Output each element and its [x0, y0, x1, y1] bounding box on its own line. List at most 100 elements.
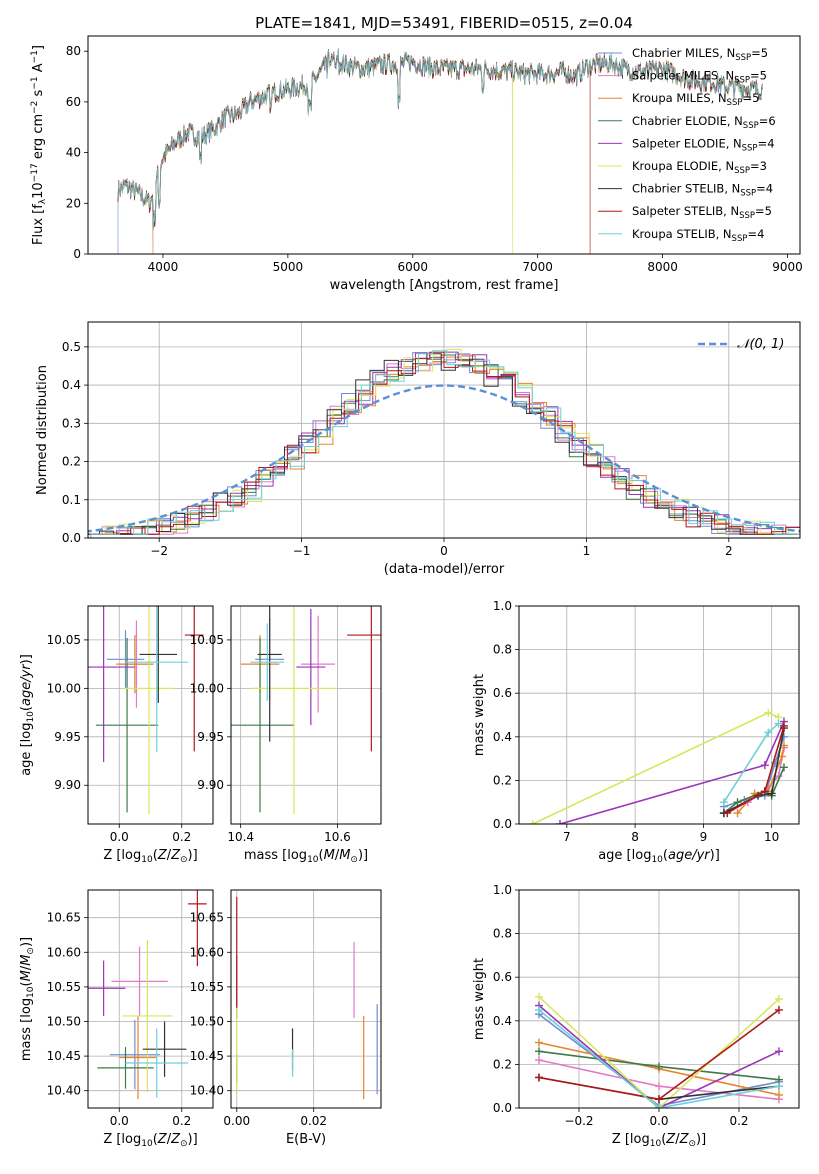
errorbar-kroupa-elodie — [122, 939, 173, 1093]
errorbar-salpeter-elodie — [88, 960, 126, 1016]
y-tick-label: 10.45 — [47, 1049, 81, 1063]
legend-entry: Salpeter MILES, NSSP=5 — [632, 69, 767, 86]
y-tick-label: 0.8 — [493, 643, 512, 657]
axes-frame — [87, 605, 214, 825]
legend-entry: Kroupa STELIB, NSSP=4 — [632, 227, 764, 244]
x-axis-label: age [log10(age/yr)] — [598, 848, 720, 865]
axes-frame — [518, 889, 800, 1109]
weight-marker — [767, 789, 776, 798]
weight-line-salpeter-miles — [535, 1056, 783, 1104]
weight-line-chabrier-stelib — [719, 724, 788, 818]
y-tick-label: 9.90 — [197, 778, 224, 792]
y-tick-label: 0.2 — [62, 455, 81, 469]
weight-marker — [764, 708, 773, 717]
mass-vs-metallicity-panel: 0.0 0.2 10.40 10.45 10.50 10.55 10.60 10.65 Z [l… — [19, 889, 214, 1149]
y-tick-label: 10.00 — [190, 681, 224, 695]
axes-frame — [87, 35, 801, 255]
errorbar-kroupa-stelib — [125, 606, 188, 753]
weight-line-salpeter-elodie — [555, 717, 788, 824]
y-tick-label: 10.50 — [190, 1014, 224, 1028]
y-tick-label: 0.4 — [62, 378, 81, 392]
weight-marker — [760, 787, 769, 796]
x-tick-label: 4000 — [148, 260, 179, 274]
weight-marker — [775, 995, 783, 1003]
plot-area — [236, 896, 378, 1100]
weight-marker — [655, 1104, 663, 1108]
legend-entry: Salpeter ELODIE, NSSP=4 — [632, 136, 775, 153]
age-vs-metallicity-panel: 0.0 0.2 9.90 9.95 10.00 10.05 Z [log10(Z/Z⊙)] a… — [19, 605, 214, 865]
x-tick-label: 1 — [583, 544, 591, 558]
y-tick-label: 10.65 — [190, 911, 224, 925]
errorbar-salpeter-miles — [301, 615, 336, 713]
plot-area — [535, 992, 783, 1108]
errorbar-chabrier-elodie — [231, 637, 294, 813]
errorbar-chabrier-stelib — [142, 1021, 187, 1077]
weight-marker — [719, 798, 728, 807]
y-tick-label: 10.05 — [190, 633, 224, 647]
x-tick-label: 8 — [631, 830, 639, 844]
plot-area — [528, 708, 788, 824]
figure-title: PLATE=1841, MJD=53491, FIBERID=0515, z=0… — [255, 14, 633, 32]
weight-marker — [775, 1047, 783, 1056]
axes-frame — [87, 889, 214, 1109]
x-tick-label: 10.6 — [324, 830, 351, 844]
x-tick-label: 7 — [563, 830, 571, 844]
residuals-panel: −2 −1 0 1 2 0.0 0.1 0.2 0.3 0.4 0.5 (data-model)/er… — [35, 321, 801, 577]
x-axis-label: wavelength [Angstrom, rest frame] — [330, 278, 559, 293]
weight-marker — [535, 992, 543, 1001]
y-tick-label: 0 — [73, 247, 81, 261]
y-tick-label: 0.8 — [493, 927, 512, 941]
histogram-salpeter-stelib — [88, 351, 800, 538]
x-tick-label: 0.0 — [649, 1114, 668, 1128]
y-tick-label: 40 — [66, 146, 81, 160]
y-tick-label: 0.4 — [493, 1014, 512, 1028]
y-tick-label: 9.95 — [54, 730, 81, 744]
y-tick-label: 0.0 — [493, 817, 512, 831]
y-tick-label: 0.4 — [493, 730, 512, 744]
x-tick-label: 0 — [440, 544, 448, 558]
x-axis-label: (data-model)/error — [384, 562, 505, 577]
grid — [88, 606, 213, 824]
mass-vs-extinction-panel: 0.00 0.02 10.40 10.45 10.50 10.55 10.60 10.65 E(… — [190, 889, 382, 1147]
grid — [231, 606, 381, 824]
weight-marker — [535, 1056, 543, 1065]
x-tick-label: 10 — [764, 830, 779, 844]
weight-line-salpeter-stelib — [535, 1005, 783, 1104]
histogram-kroupa-elodie — [90, 348, 800, 538]
weight-marker — [774, 719, 783, 728]
y-tick-label: 10.05 — [47, 633, 81, 647]
y-tick-label: 0.0 — [62, 531, 81, 545]
x-tick-label: 0.00 — [223, 1114, 250, 1128]
y-axis-label: age [log10(age/yr)] — [19, 654, 36, 776]
y-tick-label: 1.0 — [493, 599, 512, 613]
errorbar-kroupa-stelib — [250, 623, 285, 701]
histogram-kroupa-miles — [90, 355, 800, 538]
weight-marker — [779, 721, 788, 730]
errorbar-chabrier-miles — [109, 1020, 160, 1090]
weight-marker — [723, 809, 732, 818]
y-axis-label: Flux [fλ10−17 erg cm−2 s−1 A−1] — [30, 45, 48, 245]
y-tick-label: 10.65 — [47, 911, 81, 925]
y-axis-label: mass weight — [472, 958, 487, 1040]
errorbar-salpeter-miles — [111, 946, 168, 1016]
grid — [519, 605, 799, 825]
weight-marker — [775, 1090, 783, 1099]
weight-marker — [775, 1082, 783, 1091]
y-tick-label: 10.60 — [47, 945, 81, 959]
y-tick-label: 0.5 — [62, 340, 81, 354]
plot-area — [88, 606, 204, 815]
weight-line-chabrier-elodie — [535, 1047, 783, 1084]
histogram-kroupa-stelib — [90, 350, 800, 538]
weight-marker — [733, 798, 742, 807]
weight-marker — [733, 809, 742, 818]
y-tick-label: 0.1 — [62, 493, 81, 507]
weight-marker — [535, 1005, 543, 1014]
weight-vs-metallicity-panel: −0.2 0.0 0.2 0.0 0.2 0.4 0.6 0.8 1.0 Z [log10(Z/Z… — [472, 883, 800, 1149]
weight-marker — [655, 1062, 663, 1071]
y-axis-label: mass weight — [472, 674, 487, 756]
x-tick-label: 10.4 — [227, 830, 254, 844]
errorbar-kroupa-elodie — [250, 606, 338, 815]
y-tick-label: 0.6 — [493, 970, 512, 984]
y-tick-label: 0.0 — [493, 1101, 512, 1115]
x-tick-label: 0.2 — [172, 830, 191, 844]
